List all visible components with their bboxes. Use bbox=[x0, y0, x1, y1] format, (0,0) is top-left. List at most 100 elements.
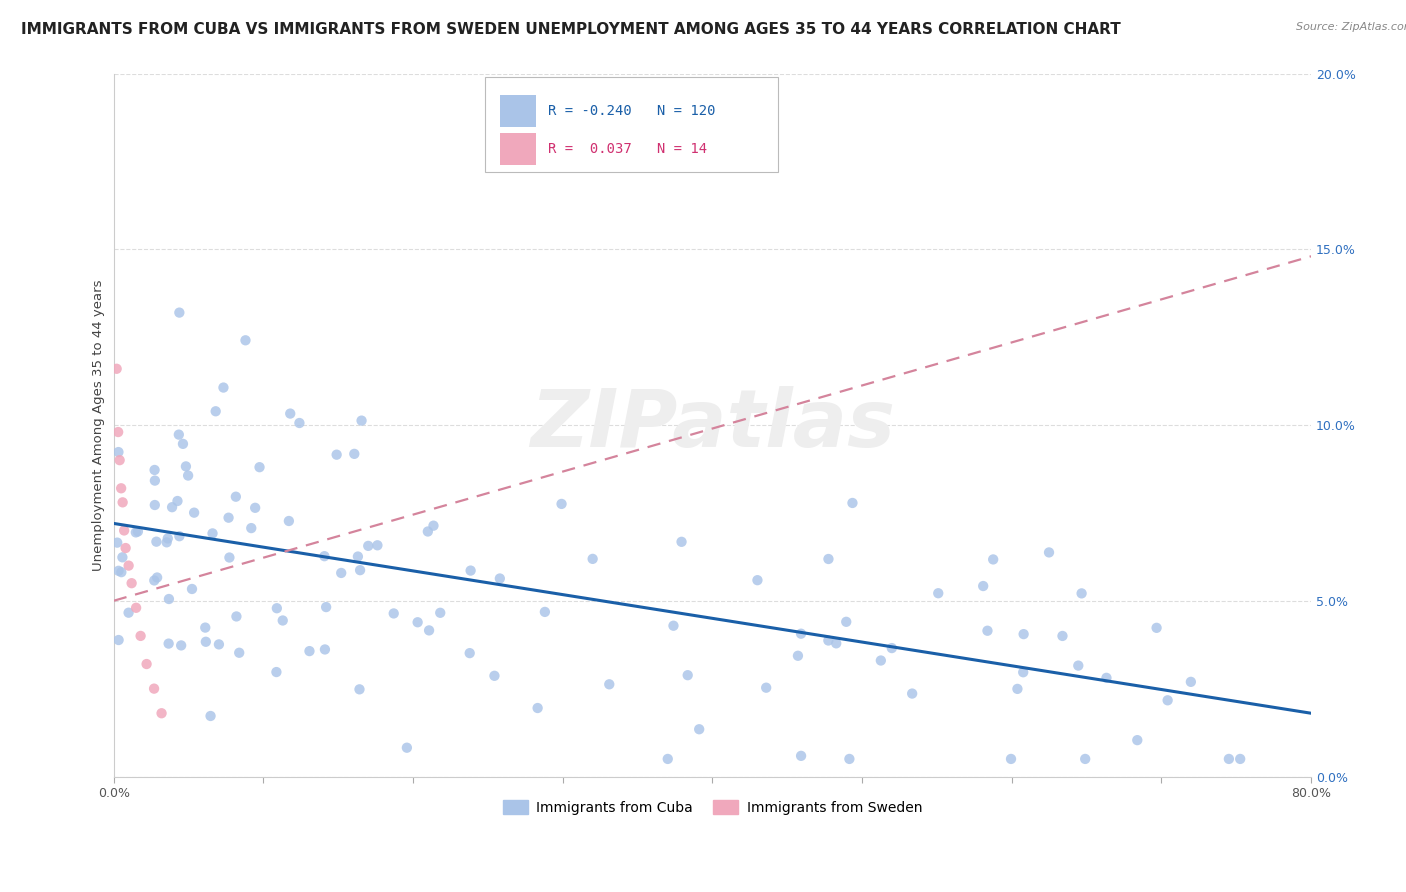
Point bbox=[869, 653, 891, 667]
Point bbox=[174, 459, 197, 474]
FancyBboxPatch shape bbox=[485, 77, 779, 172]
Point bbox=[183, 506, 205, 520]
Point bbox=[150, 706, 173, 721]
Point bbox=[416, 524, 439, 539]
Point bbox=[429, 606, 451, 620]
Point bbox=[1126, 733, 1149, 747]
Point bbox=[790, 626, 813, 640]
Point bbox=[550, 497, 572, 511]
Point bbox=[1229, 752, 1251, 766]
Point bbox=[225, 490, 247, 504]
Point bbox=[107, 425, 129, 439]
Point bbox=[688, 723, 710, 737]
Point bbox=[657, 752, 679, 766]
Point bbox=[156, 535, 179, 549]
Point bbox=[406, 615, 429, 630]
Point bbox=[129, 629, 152, 643]
Point bbox=[167, 427, 190, 442]
Point bbox=[170, 639, 193, 653]
Point bbox=[901, 687, 924, 701]
Point bbox=[143, 498, 166, 512]
Point bbox=[1218, 752, 1240, 766]
Point bbox=[1000, 752, 1022, 766]
FancyBboxPatch shape bbox=[501, 95, 536, 127]
Point bbox=[981, 552, 1004, 566]
Point bbox=[395, 740, 418, 755]
Point bbox=[1007, 681, 1029, 696]
Point bbox=[266, 665, 288, 679]
Point bbox=[825, 636, 848, 650]
Point bbox=[1052, 629, 1074, 643]
Point bbox=[671, 534, 693, 549]
Point bbox=[146, 570, 169, 584]
Point bbox=[204, 404, 226, 418]
Point bbox=[976, 624, 998, 638]
Point bbox=[166, 494, 188, 508]
Point bbox=[157, 592, 180, 607]
Point bbox=[112, 524, 135, 538]
Point bbox=[177, 468, 200, 483]
Point bbox=[534, 605, 557, 619]
Point bbox=[1038, 545, 1060, 559]
Point bbox=[817, 552, 839, 566]
Point bbox=[489, 572, 512, 586]
FancyBboxPatch shape bbox=[501, 133, 536, 165]
Point bbox=[172, 437, 194, 451]
Point bbox=[1070, 586, 1092, 600]
Point bbox=[240, 521, 263, 535]
Point bbox=[972, 579, 994, 593]
Point bbox=[325, 448, 347, 462]
Point bbox=[755, 681, 778, 695]
Point bbox=[422, 518, 444, 533]
Text: R = -0.240   N = 120: R = -0.240 N = 120 bbox=[548, 103, 716, 118]
Point bbox=[243, 500, 266, 515]
Point bbox=[125, 525, 148, 540]
Point bbox=[349, 563, 371, 577]
Point bbox=[143, 681, 166, 696]
Point bbox=[235, 333, 257, 347]
Point bbox=[114, 541, 136, 555]
Point bbox=[662, 618, 685, 632]
Point bbox=[790, 748, 813, 763]
Point bbox=[117, 606, 139, 620]
Point bbox=[228, 646, 250, 660]
Point bbox=[1146, 621, 1168, 635]
Point bbox=[121, 576, 143, 591]
Point bbox=[225, 609, 247, 624]
Point bbox=[143, 463, 166, 477]
Point bbox=[169, 305, 191, 319]
Point bbox=[169, 529, 191, 543]
Point bbox=[125, 600, 148, 615]
Point bbox=[1074, 752, 1097, 766]
Point bbox=[1180, 674, 1202, 689]
Point bbox=[1095, 671, 1118, 685]
Point bbox=[111, 550, 134, 565]
Point bbox=[582, 552, 605, 566]
Point bbox=[111, 495, 134, 509]
Point bbox=[458, 646, 481, 660]
Point bbox=[105, 361, 128, 376]
Point bbox=[841, 496, 863, 510]
Point bbox=[349, 682, 371, 697]
Point bbox=[526, 701, 548, 715]
Point bbox=[107, 445, 129, 459]
Legend: Immigrants from Cuba, Immigrants from Sweden: Immigrants from Cuba, Immigrants from Sw… bbox=[496, 794, 928, 820]
Point bbox=[105, 535, 128, 549]
Point bbox=[218, 510, 240, 524]
Point bbox=[460, 564, 482, 578]
Point bbox=[266, 601, 288, 615]
Point bbox=[181, 582, 204, 596]
Point bbox=[160, 500, 183, 515]
Point bbox=[347, 549, 370, 564]
Point bbox=[315, 600, 337, 615]
Point bbox=[208, 637, 231, 651]
Point bbox=[288, 416, 311, 430]
Point bbox=[314, 642, 336, 657]
Point bbox=[194, 634, 217, 648]
Y-axis label: Unemployment Among Ages 35 to 44 years: Unemployment Among Ages 35 to 44 years bbox=[93, 279, 105, 571]
Point bbox=[880, 641, 903, 656]
Point bbox=[194, 621, 217, 635]
Point bbox=[817, 633, 839, 648]
Point bbox=[598, 677, 620, 691]
Point bbox=[1156, 693, 1178, 707]
